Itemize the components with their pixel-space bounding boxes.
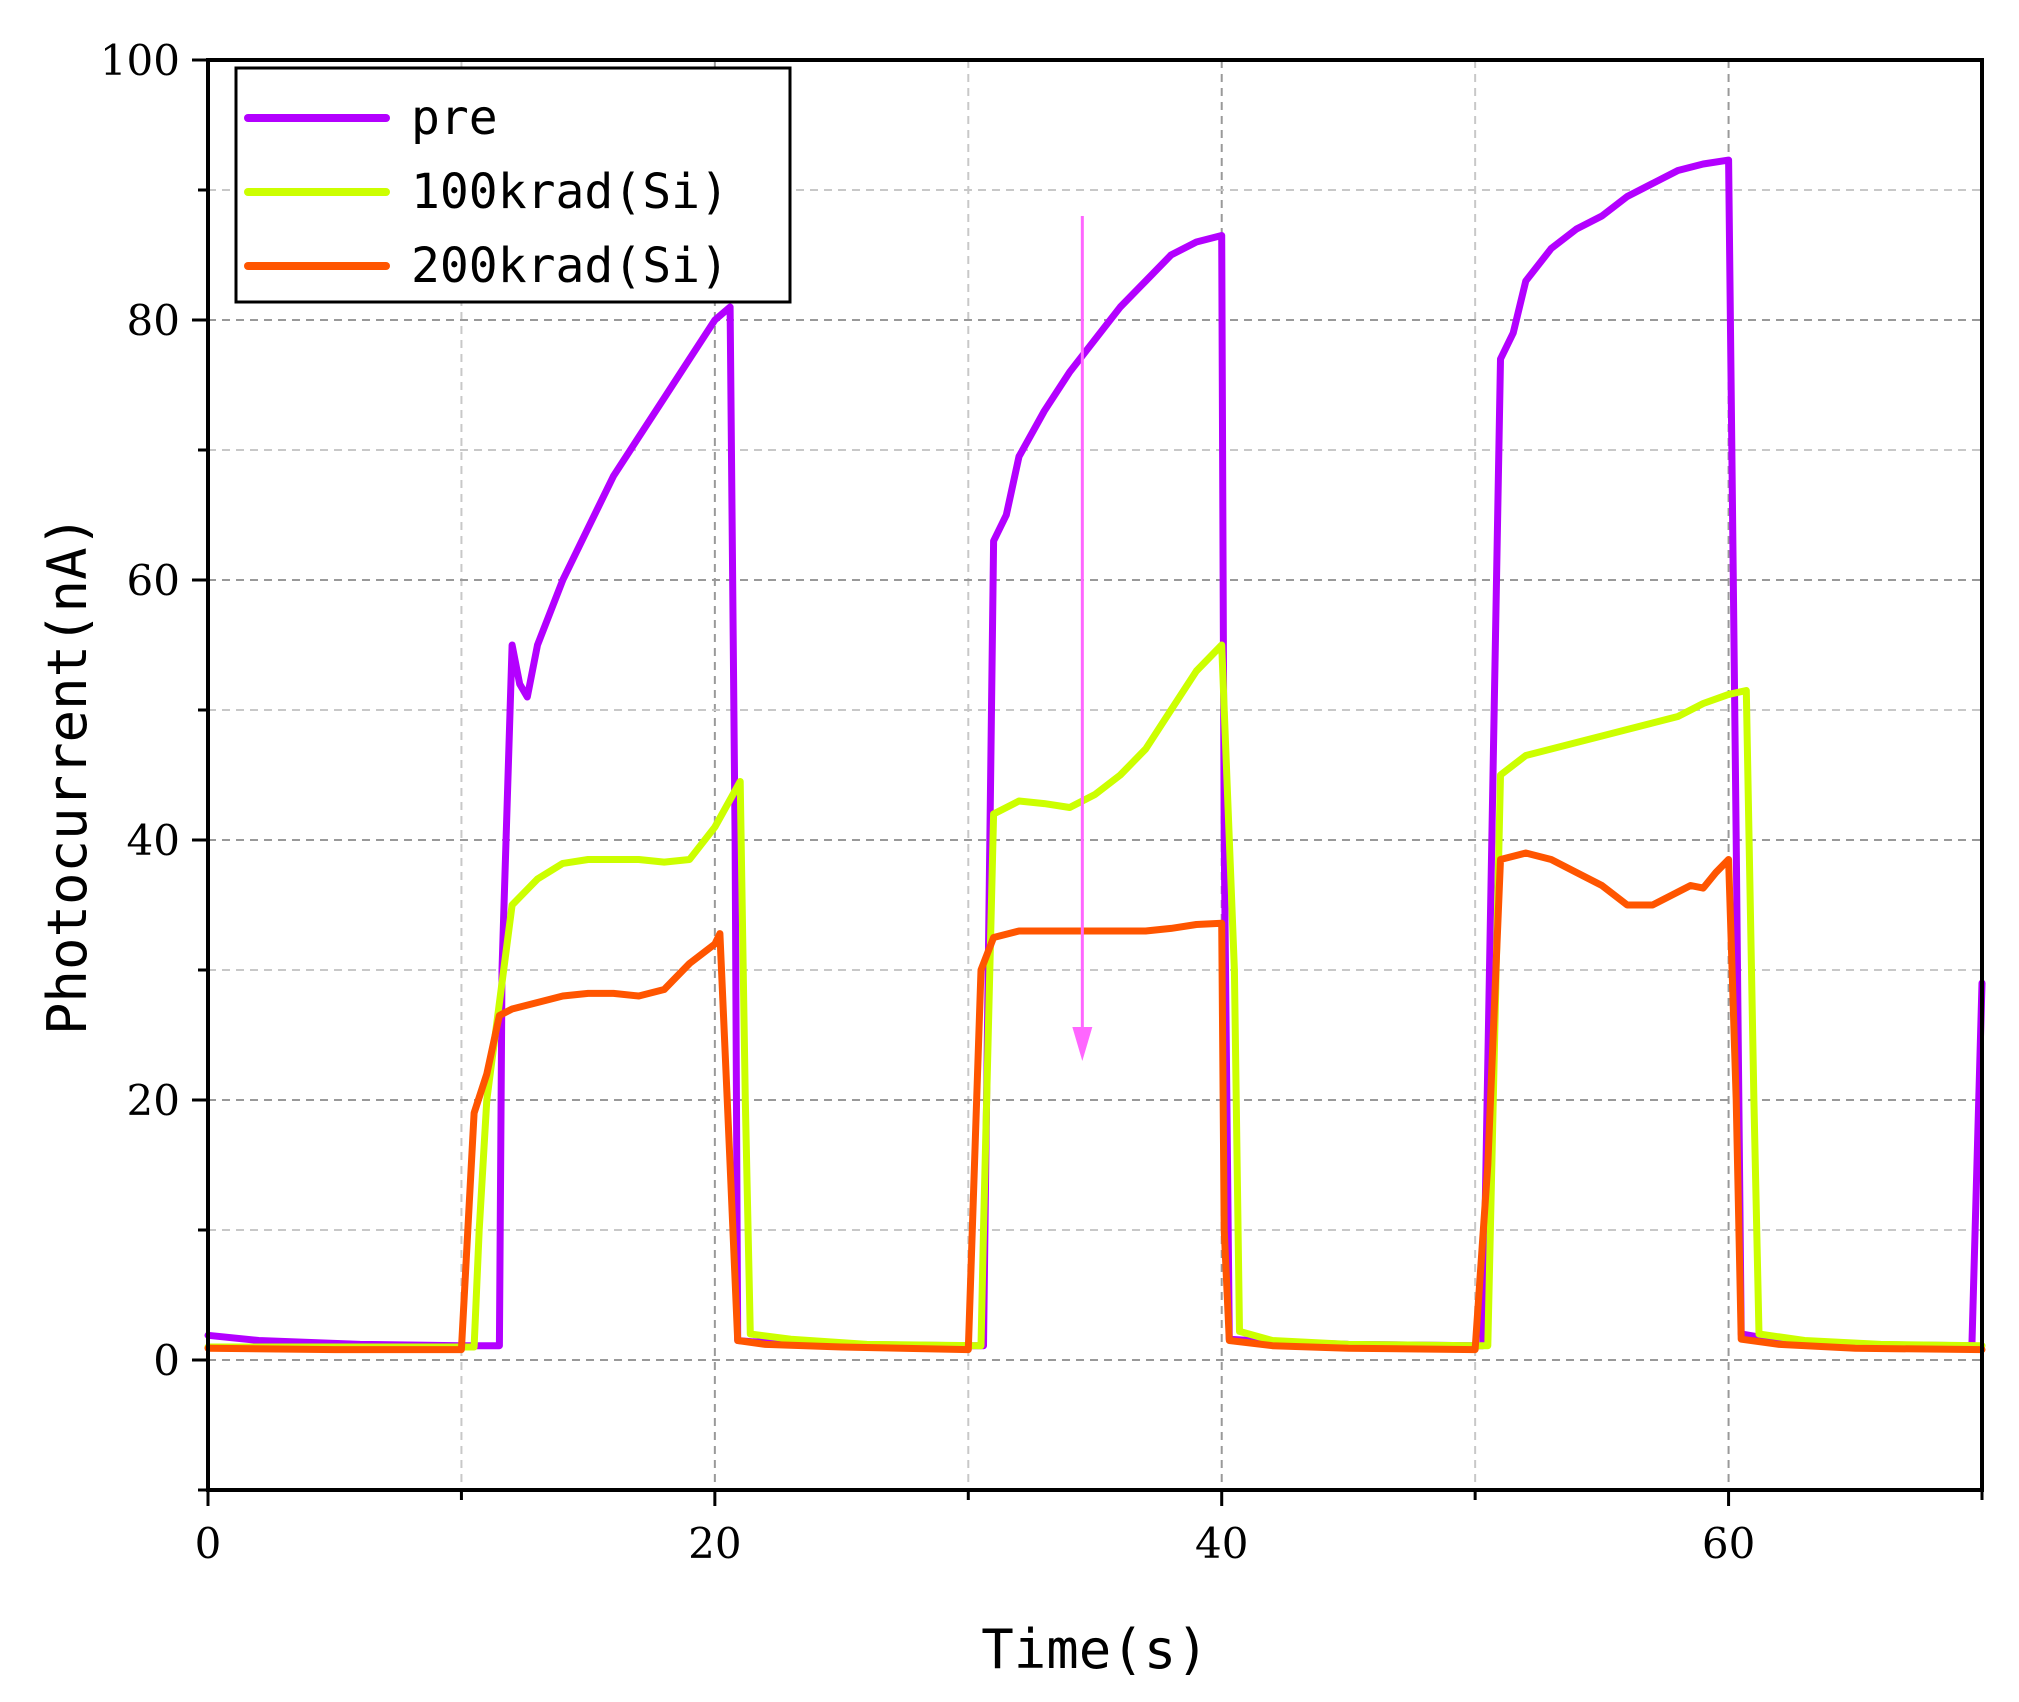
x-tick-label: 20 xyxy=(688,1519,741,1568)
legend: pre 100krad(Si) 200krad(Si) xyxy=(234,66,792,304)
series-line-200krad-si xyxy=(204,849,1986,1354)
legend-label-200krad-si: 200krad(Si) xyxy=(411,238,729,294)
x-axis-label: Time(s) xyxy=(981,1618,1209,1681)
plot-area-frame xyxy=(206,58,1984,1492)
x-tick-label: 40 xyxy=(1195,1519,1248,1568)
arrow-annotation-head xyxy=(1072,1027,1093,1061)
series-layer xyxy=(204,156,1986,1354)
y-tick-label: 0 xyxy=(153,1336,180,1385)
y-tick-label: 100 xyxy=(100,36,180,85)
legend-label-100krad-si: 100krad(Si) xyxy=(411,164,729,220)
y-tick-label: 80 xyxy=(127,296,180,345)
y-tick-label: 40 xyxy=(127,816,180,865)
y-tick-label: 60 xyxy=(127,556,180,605)
x-tick-label: 60 xyxy=(1702,1519,1755,1568)
y-axis-label: Photocurrent(nA) xyxy=(36,515,99,1035)
x-tick-label: 0 xyxy=(195,1519,222,1568)
axis-ticks xyxy=(192,58,1984,1506)
legend-label-pre: pre xyxy=(411,90,498,146)
annotation-layer xyxy=(1072,216,1093,1061)
series-line-100krad-si xyxy=(204,641,1986,1351)
tick-labels: 0 20 40 60 0 20 40 60 80 100 xyxy=(100,36,1755,1568)
y-tick-label: 20 xyxy=(127,1076,180,1125)
